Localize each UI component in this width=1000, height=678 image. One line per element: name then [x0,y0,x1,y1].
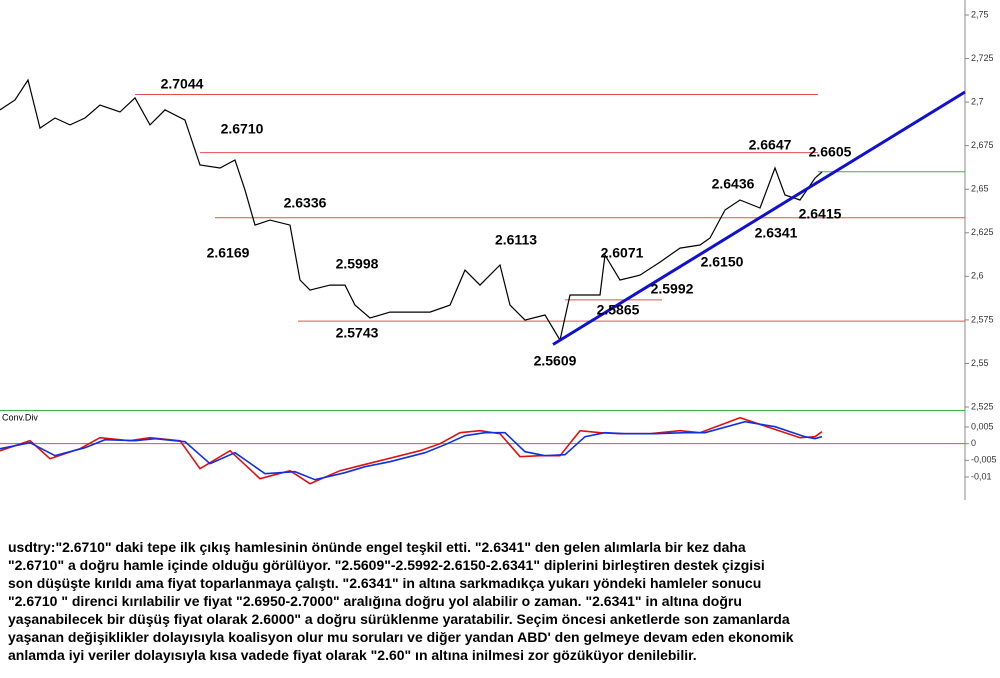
y-tick-label: 2,525 [971,401,994,411]
y-tick-label: 2,575 [971,314,994,324]
y-tick-label: 2,6 [971,271,984,281]
commentary: usdtry:"2.6710" daki tepe ilk çıkış haml… [8,538,993,664]
price-annotation: 2.6647 [749,137,792,153]
price-annotation: 2.5865 [597,302,640,318]
price-annotation: 2.6415 [799,206,842,222]
indicator-title: Conv.Div [2,412,38,422]
y-tick-label: 2,65 [971,184,989,194]
trend-line [552,90,966,346]
price-line [0,420,823,481]
y-tick-label: 0 [971,438,976,448]
price-annotation: 2.5743 [336,325,379,341]
price-annotation: 2.6071 [601,245,644,261]
price-annotation: 2.7044 [161,76,204,92]
price-annotation: 2.6336 [284,195,327,211]
price-annotation: 2.6605 [809,144,852,160]
y-tick-label: 0,005 [971,421,994,431]
price-annotation: 2.5609 [534,353,577,369]
commentary-line: usdtry:"2.6710" daki tepe ilk çıkış haml… [8,539,746,555]
chart: Conv.Div 2,75 2,725 2,7 2,675 2,65 2,625 2,6 2,… [0,0,997,500]
commentary-line: "2.6710 " direnci kırılabilir ve fiyat "… [8,593,742,609]
y-tick-label: 2,725 [971,53,994,63]
price-annotation: 2.6113 [495,232,537,248]
commentary-line: son düşüşte kırıldı ama fiyat toparlanma… [8,575,762,591]
y-tick-label: 2,675 [971,140,994,150]
price-annotation: 2.5998 [336,256,379,272]
y-tick-label: 2,625 [971,227,994,237]
price-annotation: 2.6436 [712,176,755,192]
price-line [0,78,823,342]
commentary-line: "2.6710" a doğru hamle içinde olduğu gör… [8,557,765,573]
price-annotation: 2.6710 [221,121,264,137]
price-annotation: 2.6341 [755,225,798,241]
y-tick-label: -0,005 [971,455,997,465]
y-tick-label: -0,01 [971,471,992,481]
price-annotation: 2.6169 [207,245,250,261]
price-annotation: 2.5992 [651,281,694,297]
price-line [0,416,823,485]
commentary-line: yaşanan değişiklikler dolayısıyla koalis… [8,629,794,645]
y-tick-label: 2,75 [971,9,989,19]
commentary-line: anlamda iyi veriler dolayısıyla kısa vad… [8,647,697,663]
y-tick-label: 2,7 [971,96,984,106]
price-annotation: 2.6150 [701,254,744,270]
commentary-line: yaşanabilecek bir düşüş fiyat olarak 2.6… [8,611,790,627]
y-tick-label: 2,55 [971,358,989,368]
